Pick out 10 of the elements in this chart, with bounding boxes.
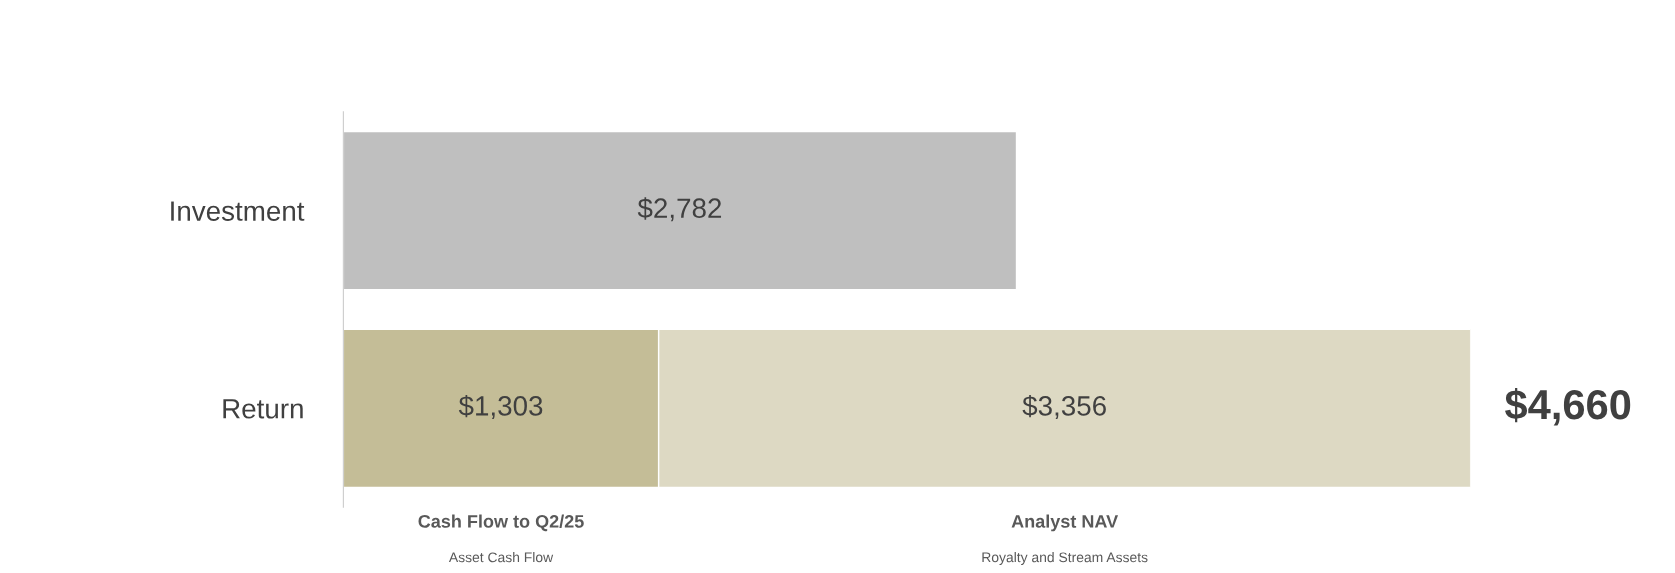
series-label: Cash Flow to Q2/25 — [418, 514, 584, 532]
y-tick-label: Investment — [171, 201, 305, 221]
text: Royalty and Stream Assets — [982, 552, 1148, 565]
y-tick-label: Return — [223, 399, 303, 419]
data-label: $1,303 — [458, 394, 543, 419]
data-label: $2,782 — [637, 197, 722, 222]
text: Asset Cash Flow — [448, 552, 554, 563]
data-label: $3,356 — [1022, 394, 1106, 419]
total-label: $4,660 — [1505, 388, 1631, 426]
series-label: Analyst NAV — [1011, 514, 1119, 532]
